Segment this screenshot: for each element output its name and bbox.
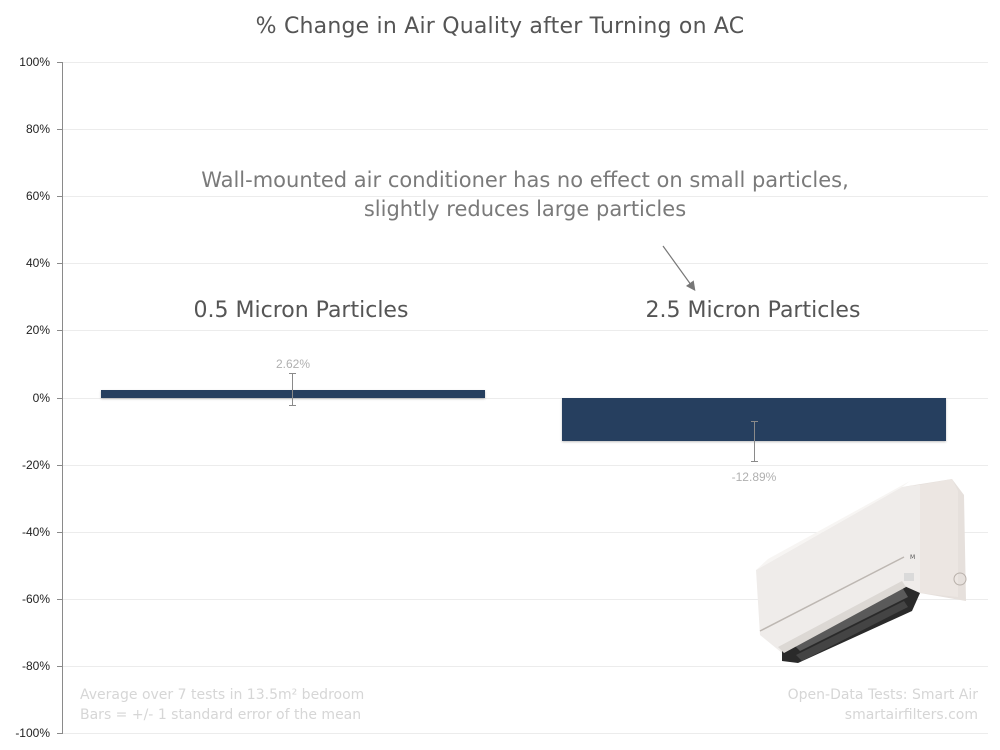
y-tick-label: -80% <box>21 659 50 673</box>
annotation-line-2: slightly reduces large particles <box>363 197 687 221</box>
svg-text:M: M <box>910 554 915 561</box>
y-tick <box>57 465 62 466</box>
y-tick-label: 100% <box>19 55 50 69</box>
annotation-text: Wall-mounted air conditioner has no effe… <box>200 166 850 224</box>
y-tick <box>57 599 62 600</box>
air-conditioner-photo-icon: M <box>756 479 967 663</box>
error-cap-top <box>289 373 296 374</box>
y-tick <box>57 263 62 264</box>
gridline <box>63 532 988 533</box>
y-tick-label: -40% <box>21 525 50 539</box>
bar-0.5-micron <box>101 390 485 398</box>
footnote-left: Average over 7 tests in 13.5m² bedroom B… <box>80 685 364 725</box>
y-tick-label: -100% <box>15 726 50 740</box>
error-cap-bottom <box>751 461 758 462</box>
y-tick-label: 60% <box>25 189 50 203</box>
footnote-right: Open-Data Tests: Smart Air smartairfilte… <box>788 685 978 725</box>
y-tick <box>57 129 62 130</box>
y-axis <box>62 62 63 734</box>
y-tick <box>57 398 62 399</box>
y-tick-label: 40% <box>25 256 50 270</box>
gridline <box>63 196 988 197</box>
gridline <box>63 733 988 734</box>
y-tick <box>57 532 62 533</box>
error-cap-top <box>751 421 758 422</box>
y-tick <box>57 330 62 331</box>
y-tick-label: -60% <box>21 592 50 606</box>
error-cap-bottom <box>289 405 296 406</box>
y-tick-label: 20% <box>25 323 50 337</box>
gridline <box>63 330 988 331</box>
y-tick <box>57 666 62 667</box>
footnote-tests: Average over 7 tests in 13.5m² bedroom <box>80 687 365 703</box>
chart-title: % Change in Air Quality after Turning on… <box>255 14 745 39</box>
value-label-2.5-micron: -12.89% <box>731 470 777 484</box>
category-label-0.5-micron: 0.5 Micron Particles <box>193 298 409 323</box>
y-tick-label: 80% <box>25 122 50 136</box>
value-label-0.5-micron: 2.62% <box>275 357 311 371</box>
gridline <box>63 263 988 264</box>
annotation-line-1: Wall-mounted air conditioner has no effe… <box>201 168 849 192</box>
y-tick <box>57 196 62 197</box>
error-bar-0.5-micron <box>292 373 293 405</box>
gridline <box>63 62 988 63</box>
gridline <box>63 465 988 466</box>
source-credit: Open-Data Tests: Smart Air <box>787 687 978 703</box>
gridline <box>63 129 988 130</box>
y-tick <box>57 62 62 63</box>
y-tick-label: -20% <box>21 458 50 472</box>
gridline <box>63 398 988 399</box>
footnote-error-bars: Bars = +/- 1 standard error of the mean <box>80 707 362 723</box>
source-website: smartairfilters.com <box>844 707 978 723</box>
y-tick-label: 0% <box>32 391 50 405</box>
y-tick <box>57 733 62 734</box>
gridline <box>63 666 988 667</box>
error-bar-2.5-micron <box>754 421 755 461</box>
category-label-2.5-micron: 2.5 Micron Particles <box>645 298 861 323</box>
gridline <box>63 599 988 600</box>
